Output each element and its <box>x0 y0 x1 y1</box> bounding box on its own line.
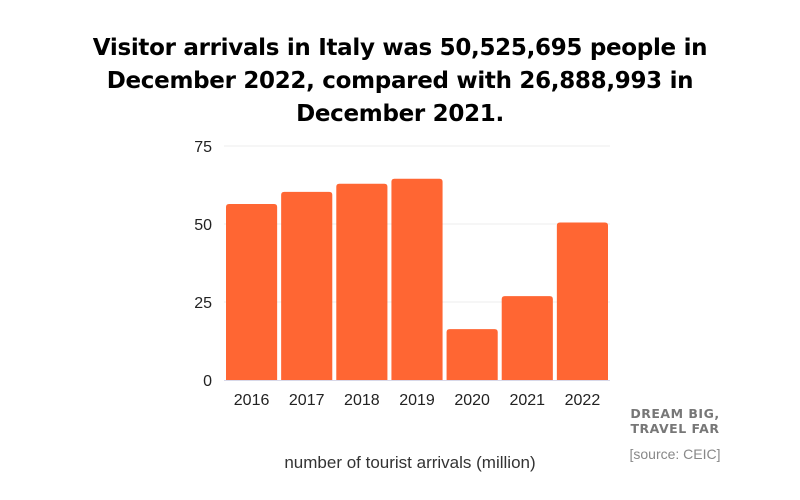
bar-2022 <box>556 222 608 380</box>
brand-line-2: TRAVEL FAR <box>630 421 720 436</box>
x-tick-label: 2018 <box>344 392 380 409</box>
bar-2019 <box>391 178 443 380</box>
bar-2016 <box>226 204 278 380</box>
brand-logo: DREAM BIG, TRAVEL FAR <box>610 406 740 436</box>
y-tick-label: 75 <box>194 139 212 156</box>
x-tick-label: 2017 <box>289 392 325 409</box>
y-tick-label: 25 <box>194 295 212 312</box>
x-tick-label: 2022 <box>565 392 601 409</box>
bar-2017 <box>281 191 333 380</box>
x-tick-label: 2020 <box>454 392 490 409</box>
x-tick-label: 2021 <box>509 392 545 409</box>
source-note: [source: CEIC] <box>629 446 721 462</box>
y-tick-label: 0 <box>203 373 212 390</box>
bar-2018 <box>336 183 388 380</box>
y-tick-label: 50 <box>194 217 212 234</box>
bar-2021 <box>501 296 553 380</box>
x-tick-label: 2019 <box>399 392 435 409</box>
chart-title: Visitor arrivals in Italy was 50,525,695… <box>92 35 708 127</box>
x-tick-label: 2016 <box>234 392 270 409</box>
x-axis-label: number of tourist arrivals (million) <box>284 453 536 472</box>
bar-2020 <box>446 329 498 380</box>
brand-line-1: DREAM BIG, <box>630 406 720 421</box>
